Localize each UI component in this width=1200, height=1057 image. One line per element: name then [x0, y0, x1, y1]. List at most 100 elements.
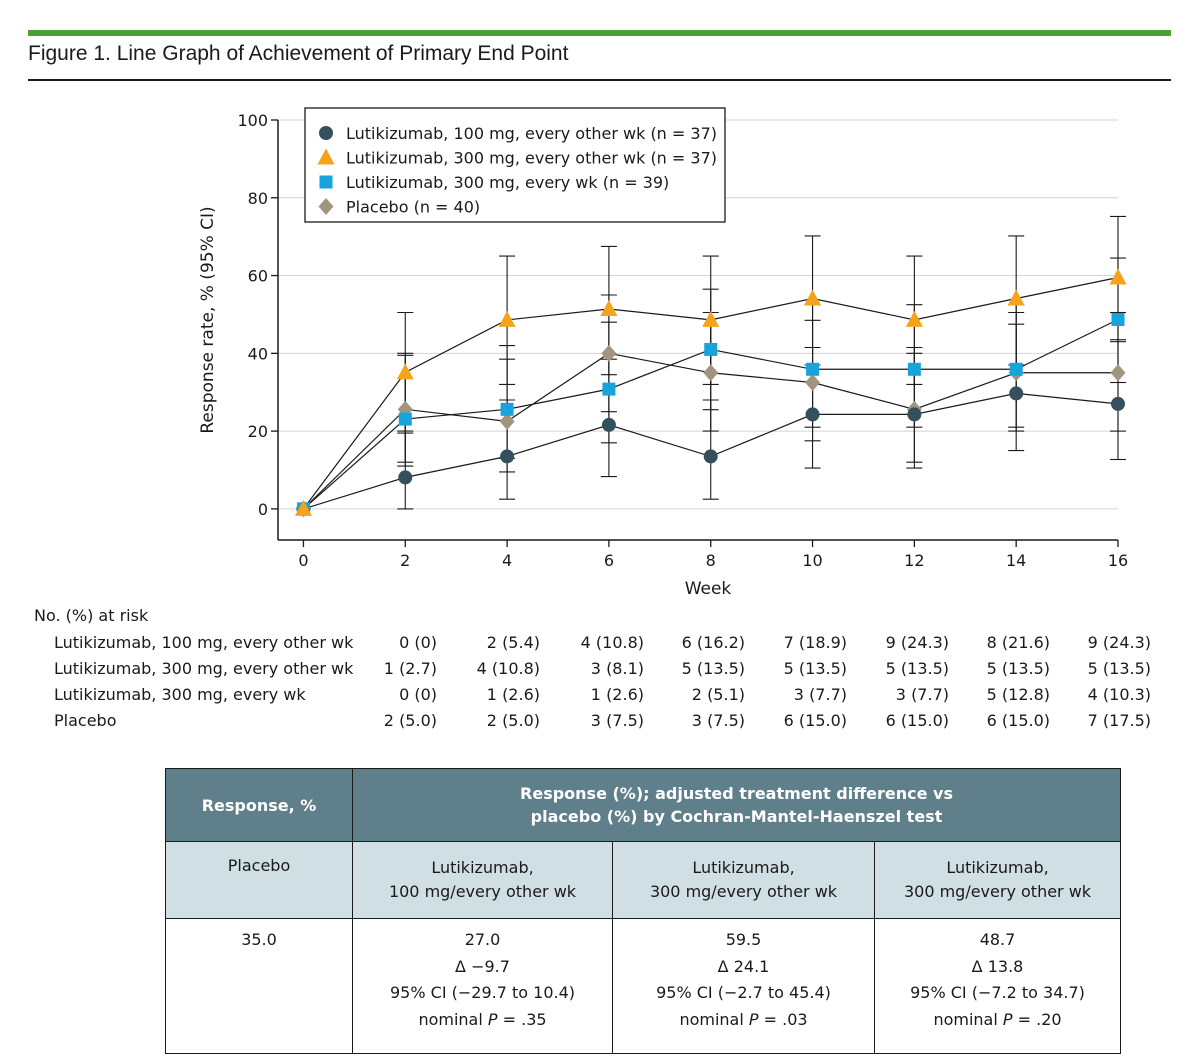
point-placebo-wk10: [805, 374, 821, 391]
group-3-dose: 300 mg/every other wk: [903, 882, 1092, 901]
x-tick-label-14: 14: [1006, 551, 1026, 570]
point-lutikizumab-100-eow-wk2: [398, 470, 413, 485]
y-tick-label-60: 60: [248, 267, 268, 286]
group-1-values: 27.0 Δ −9.7 95% CI (−29.7 to 10.4) nomin…: [352, 918, 613, 1054]
at-risk-cell: 3 (7.5): [590, 711, 644, 730]
at-risk-cell: 7 (17.5): [1087, 711, 1151, 730]
point-lutikizumab-300-ew-wk8: [704, 342, 718, 356]
x-tick-label-8: 8: [706, 551, 716, 570]
at-risk-cell: 2 (5.1): [691, 685, 745, 704]
at-risk-cell: 5 (13.5): [885, 659, 949, 678]
at-risk-cell: 1 (2.6): [590, 685, 644, 704]
group-1-name: Lutikizumab,: [431, 858, 534, 877]
at-risk-cell: 3 (8.1): [590, 659, 644, 678]
legend-label-placebo: Placebo (n = 40): [346, 198, 480, 217]
y-tick-label-0: 0: [258, 500, 268, 519]
at-risk-cell: 3 (7.7): [793, 685, 847, 704]
point-lutikizumab-300-ew-wk10: [806, 362, 820, 376]
y-tick-label-20: 20: [248, 422, 268, 441]
at-risk-cell: 6 (16.2): [681, 633, 745, 652]
x-axis-label: Week: [685, 579, 732, 599]
point-lutikizumab-300-ew-wk2: [398, 412, 412, 426]
group-1-p: nominal P = .35: [418, 1009, 547, 1029]
point-lutikizumab-300-eow-wk4: [498, 310, 516, 327]
at-risk-cell: 0 (0): [399, 633, 437, 652]
at-risk-cell: 8 (21.6): [986, 633, 1050, 652]
x-tick-label-2: 2: [400, 551, 410, 570]
legend-label-lutikizumab-100-eow: Lutikizumab, 100 mg, every other wk (n =…: [346, 124, 717, 143]
at-risk-cell: 5 (13.5): [783, 659, 847, 678]
at-risk-cell: 5 (13.5): [986, 659, 1050, 678]
header-cmh: Response (%); adjusted treatment differe…: [351, 768, 1122, 842]
point-lutikizumab-300-ew-wk12: [907, 362, 921, 376]
group-3-p: nominal P = .20: [933, 1009, 1062, 1029]
x-tick-label-12: 12: [904, 551, 924, 570]
group-2-dose: 300 mg/every other wk: [649, 882, 838, 901]
header-response: Response, %: [165, 768, 353, 842]
at-risk-cell: 6 (15.0): [783, 711, 847, 730]
at-risk-cell: 5 (13.5): [1087, 659, 1151, 678]
group-2-delta: Δ 24.1: [717, 956, 770, 976]
legend-marker-lutikizumab-300-eow: [317, 148, 335, 165]
at-risk-cell: 9 (24.3): [885, 633, 949, 652]
point-placebo-wk6: [601, 344, 617, 362]
at-risk-cell: 5 (12.8): [986, 685, 1050, 704]
group-header-3: Lutikizumab, 300 mg/every other wk: [873, 841, 1122, 919]
line-chart: 0 20 40 60 80 100 0 2 4 6 8 10 12 14 16 Week Response ra…: [198, 107, 1128, 599]
at-risk-row-label: Placebo: [54, 711, 117, 730]
at-risk-row-label: Lutikizumab, 300 mg, every other wk: [54, 659, 354, 678]
accent-bar: [28, 30, 1171, 36]
x-tick-label-16: 16: [1108, 551, 1128, 570]
point-lutikizumab-300-eow-wk6: [600, 300, 618, 316]
at-risk-cell: 9 (24.3): [1087, 633, 1151, 652]
legend-marker-lutikizumab-300-ew: [319, 175, 333, 189]
point-lutikizumab-100-eow-wk14: [1009, 386, 1024, 401]
at-risk-row-label: Lutikizumab, 300 mg, every wk: [54, 685, 306, 704]
point-lutikizumab-300-eow-wk16: [1109, 268, 1127, 285]
placebo-response: 35.0: [165, 918, 353, 1054]
figure-title: Figure 1. Line Graph of Achievement of P…: [28, 42, 569, 65]
legend-label-lutikizumab-300-ew: Lutikizumab, 300 mg, every wk (n = 39): [346, 173, 669, 192]
y-tick-label-40: 40: [248, 344, 268, 363]
group-2-response: 59.5: [725, 930, 762, 949]
at-risk-cell: 4 (10.8): [476, 659, 540, 678]
y-tick-label-100: 100: [237, 111, 268, 130]
point-lutikizumab-300-eow-wk14: [1007, 289, 1025, 306]
group-3-ci: 95% CI (−7.2 to 34.7): [910, 983, 1085, 1002]
point-lutikizumab-300-ew-wk4: [500, 402, 514, 416]
legend-box: [304, 107, 726, 223]
point-lutikizumab-300-ew-wk16: [1111, 313, 1125, 326]
point-lutikizumab-100-eow-wk10: [805, 407, 820, 422]
group-3-response: 48.7: [979, 930, 1016, 949]
at-risk-cell: 5 (13.5): [681, 659, 745, 678]
point-lutikizumab-300-eow-wk12: [905, 310, 923, 327]
group-1-dose: 100 mg/every other wk: [388, 882, 577, 901]
at-risk-cell: 2 (5.0): [383, 711, 437, 730]
point-lutikizumab-100-eow-wk8: [703, 449, 718, 464]
point-lutikizumab-300-ew-wk14: [1009, 362, 1023, 376]
placebo-label: Placebo: [165, 841, 353, 919]
at-risk-row-label: Lutikizumab, 100 mg, every other wk: [54, 633, 354, 652]
point-lutikizumab-300-eow-wk8: [702, 310, 720, 327]
group-header-1: Lutikizumab, 100 mg/every other wk: [352, 841, 613, 919]
legend-marker-lutikizumab-100-eow: [319, 126, 333, 140]
group-3-delta: Δ 13.8: [971, 956, 1024, 976]
point-placebo-wk16: [1110, 364, 1126, 382]
at-risk-cell: 3 (7.7): [895, 685, 949, 704]
y-axis-label: Response rate, % (95% CI): [198, 206, 218, 433]
group-2-ci: 95% CI (−2.7 to 45.4): [656, 983, 831, 1002]
at-risk-cell: 1 (2.7): [383, 659, 437, 678]
at-risk-cell: 6 (15.0): [885, 711, 949, 730]
y-tick-label-80: 80: [248, 189, 268, 208]
point-lutikizumab-100-eow-wk16: [1111, 396, 1125, 411]
point-placebo-wk8: [703, 364, 719, 382]
point-placebo-wk4: [499, 412, 515, 430]
at-risk-cell: 2 (5.4): [486, 633, 540, 652]
x-tick-label-0: 0: [298, 551, 308, 570]
at-risk-cell: 4 (10.8): [580, 633, 644, 652]
point-lutikizumab-300-eow-wk0: [294, 499, 312, 516]
title-rule: [28, 79, 1171, 81]
point-lutikizumab-300-ew-wk6: [602, 382, 616, 396]
group-1-ci: 95% CI (−29.7 to 10.4): [390, 983, 575, 1002]
point-lutikizumab-100-eow-wk6: [601, 417, 616, 432]
